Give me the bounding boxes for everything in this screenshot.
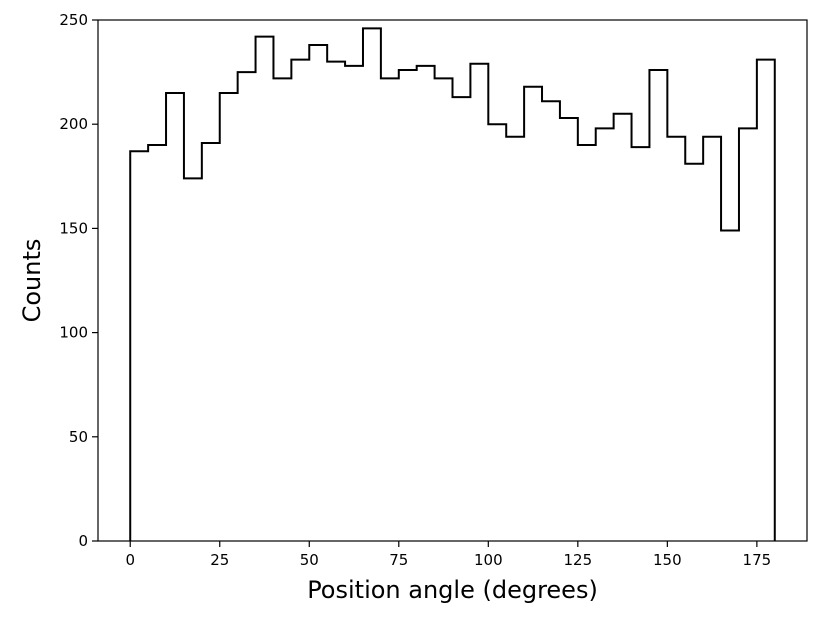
y-tick-label: 0 (78, 532, 88, 550)
plot-frame (97, 19, 808, 542)
x-axis: 0 25 50 75 100 125 150 175 (125, 541, 771, 569)
histogram-bin (488, 124, 506, 541)
histogram-bin (685, 164, 703, 541)
histogram-bin (220, 93, 238, 541)
histogram-bin (542, 101, 560, 541)
histogram-bin (291, 60, 309, 541)
histogram-bin (453, 97, 471, 541)
histogram-bin (721, 230, 739, 541)
histogram-bin (560, 118, 578, 541)
histogram-bin (435, 78, 453, 541)
histogram-bin (614, 114, 632, 541)
y-tick-label: 150 (59, 219, 88, 237)
y-tick-label: 100 (59, 324, 88, 342)
histogram-bin (703, 137, 721, 541)
y-axis-label: Counts (18, 239, 46, 323)
histogram-bin (399, 70, 417, 541)
x-tick-label: 75 (389, 551, 408, 569)
histogram-bin (667, 137, 685, 541)
histogram-bin (578, 145, 596, 541)
histogram-bin (363, 28, 381, 541)
histogram-bin (417, 66, 435, 541)
histogram-bin (524, 87, 542, 541)
y-tick-label: 250 (59, 11, 88, 29)
x-tick-label: 50 (300, 551, 319, 569)
x-tick-label: 0 (125, 551, 135, 569)
plot-area (97, 19, 808, 542)
histogram-bin (130, 151, 148, 541)
histogram-bin (184, 178, 202, 541)
histogram-bin (739, 128, 757, 541)
y-tick-label: 50 (69, 428, 88, 446)
histogram-bin (202, 143, 220, 541)
y-axis: 0 50 100 150 200 250 (59, 11, 98, 550)
histogram-bin (596, 128, 614, 541)
x-tick-label: 175 (743, 551, 772, 569)
histogram-bin (327, 62, 345, 541)
histogram-bin (309, 45, 327, 541)
histogram-bin (166, 93, 184, 541)
histogram-bin (757, 60, 775, 541)
histogram-bin (381, 78, 399, 541)
histogram-bin (148, 145, 166, 541)
x-tick-label: 150 (653, 551, 682, 569)
histogram-bin (506, 137, 524, 541)
histogram-bin (632, 147, 650, 541)
histogram-bin (649, 70, 667, 541)
histogram-bin (238, 72, 256, 541)
x-tick-label: 25 (210, 551, 229, 569)
y-tick-label: 200 (59, 115, 88, 133)
histogram-bin (256, 37, 274, 541)
histogram-bin (345, 66, 363, 541)
histogram-bin (273, 78, 291, 541)
histogram-step-line (129, 27, 776, 541)
x-tick-label: 100 (474, 551, 503, 569)
x-axis-label: Position angle (degrees) (307, 576, 598, 604)
histogram-bin (470, 64, 488, 541)
x-tick-label: 125 (564, 551, 593, 569)
